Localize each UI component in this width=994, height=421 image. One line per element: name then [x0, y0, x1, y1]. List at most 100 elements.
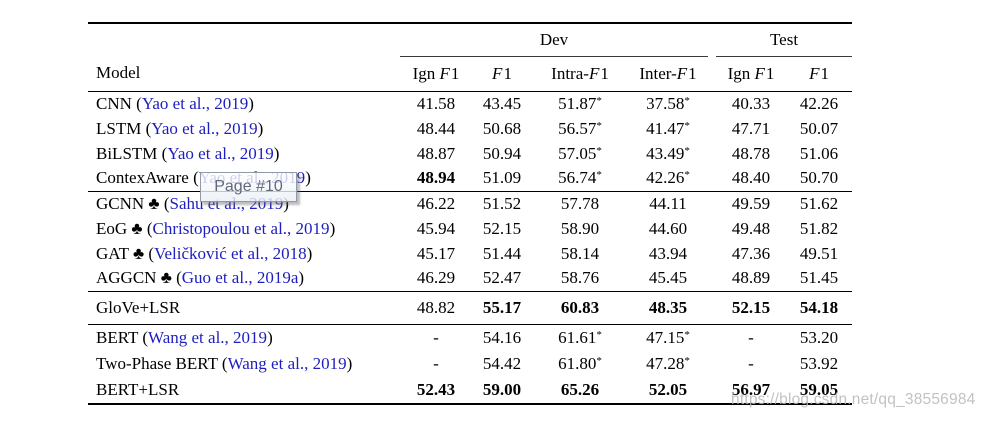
column-gap [708, 91, 716, 116]
cell-test-ign-f1: 48.40 [731, 168, 771, 188]
cell-dev-intra-f1: 61.80* [558, 353, 602, 373]
page-number-tooltip: Page #10 [200, 172, 297, 202]
citation-link[interactable]: Wang et al., 2019 [148, 327, 268, 347]
f1-symbol: F [754, 63, 765, 83]
cell-dev-ign-f1: 41.58 [416, 93, 456, 113]
significance-asterisk: * [596, 144, 602, 157]
model-cell: BERT+LSR [88, 377, 400, 404]
column-gap [708, 323, 717, 351]
header-dev: Dev [400, 23, 709, 57]
model-cell: BiLSTM (Yao et al., 2019) [88, 141, 400, 166]
significance-asterisk: * [596, 119, 602, 132]
table-row-bert-lsr: BERT+LSR 52.43 59.00 65.26 52.05 56.97 5… [88, 377, 852, 404]
cell-dev-inter-f1: 42.26* [646, 168, 690, 188]
significance-asterisk: * [596, 169, 602, 182]
citation-link[interactable]: Yao et al., 2019 [151, 118, 258, 138]
citation-link[interactable]: Wang et al., 2019 [227, 353, 347, 373]
cell-dev-f1: 54.16 [472, 323, 532, 351]
cell-dev-intra-f1: 58.76 [560, 268, 600, 288]
table-row-glove-lsr: GloVe+LSR 48.82 55.17 60.83 48.35 52.15 … [88, 290, 853, 324]
cell-dev-intra-f1: 58.90 [560, 218, 600, 238]
model-name: BiLSTM ( [96, 143, 168, 163]
f1-symbol: F [588, 63, 600, 83]
f1-symbol: F [439, 63, 450, 83]
column-gap [708, 290, 717, 324]
model-name: EoG ♣ ( [96, 218, 153, 238]
citation-link[interactable]: Christopoulou et al., 2019 [152, 218, 330, 238]
significance-asterisk: * [684, 144, 690, 157]
cell-test-f1: 49.51 [799, 243, 839, 263]
table-row-two-phase-bert: Two-Phase BERT (Wang et al., 2019) - 54.… [88, 351, 852, 378]
cell-test-ign-f1: 56.97 [731, 379, 771, 399]
cell-test-ign-f1: 47.36 [731, 243, 771, 263]
table-row-gat: GAT ♣ (Veličković et al., 2018) 45.17 51… [88, 241, 852, 266]
citation-link[interactable]: Yao et al., 2019 [141, 93, 249, 113]
column-gap [708, 266, 716, 291]
results-table: Dev Test Model Ign F1 F1 Intra-F1 Inter-… [88, 22, 853, 405]
model-name-close: ) [267, 327, 273, 347]
cell-dev-f1: 50.94 [482, 143, 522, 163]
significance-asterisk: * [684, 94, 690, 107]
cell-dev-ign-f1: - [433, 353, 439, 373]
cell-dev-f1: 50.68 [482, 118, 522, 138]
cell-dev-ign-f1: 45.94 [416, 218, 456, 238]
cell-dev-ign-f1: 48.44 [416, 118, 456, 138]
model-name-close: ) [298, 268, 305, 288]
col-header-dev-ign-f1: Ign F1 [400, 56, 472, 92]
significance-asterisk: * [684, 354, 690, 367]
column-gap [708, 141, 716, 166]
watermark-url: https://blog.csdn.net/qq_38556984 [731, 391, 976, 408]
cell-dev-inter-f1: 43.49* [646, 143, 690, 163]
model-cell: EoG ♣ (Christopoulou et al., 2019) [88, 216, 400, 241]
cell-dev-f1: 52.15 [482, 218, 522, 238]
table-row-aggcn: AGGCN ♣ (Guo et al., 2019a) 46.29 52.47 … [88, 266, 852, 291]
col-header-test-ign-f1: Ign F1 [716, 56, 787, 92]
column-gap [708, 190, 717, 216]
citation-link[interactable]: Yao et al., 2019 [167, 143, 274, 163]
cell-dev-ign-f1: 48.94 [416, 168, 456, 188]
table-row-gcnn: GCNN ♣ (Sahu et al., 2019) 46.22 51.52 5… [88, 190, 853, 216]
col-header-model: Model [88, 56, 400, 92]
cell-test-f1: 51.82 [799, 218, 839, 238]
citation-link[interactable]: Veličković et al., 2018 [154, 243, 307, 263]
cell-test-ign-f1: - [748, 353, 754, 373]
model-cell: GAT ♣ (Veličković et al., 2018) [88, 241, 400, 266]
cell-test-ign-f1: 52.15 [716, 290, 787, 324]
group-glove-lsr: GloVe+LSR 48.82 55.17 60.83 48.35 52.15 … [88, 290, 853, 324]
cell-dev-ign-f1: 45.17 [416, 243, 456, 263]
cell-dev-f1: 51.09 [482, 168, 522, 188]
f1-symbol: F [676, 63, 688, 83]
group-bert-models: BERT (Wang et al., 2019) - 54.16 61.61* … [88, 323, 853, 404]
column-gap [708, 23, 716, 56]
cell-dev-intra-f1: 56.57* [558, 118, 602, 138]
cell-dev-inter-f1: 37.58* [646, 93, 690, 113]
cell-test-f1: 53.92 [799, 353, 839, 373]
table-row-lstm: LSTM (Yao et al., 2019) 48.44 50.68 56.5… [88, 116, 852, 141]
column-gap [708, 166, 716, 191]
model-name: Two-Phase BERT ( [96, 353, 228, 373]
column-gap [708, 56, 717, 92]
model-cell: CNN (Yao et al., 2019) [88, 91, 400, 116]
citation-link[interactable]: Guo et al., 2019a [181, 268, 299, 288]
f1-symbol: F [492, 63, 503, 83]
model-name: GCNN ♣ ( [96, 193, 170, 213]
model-name: AGGCN ♣ ( [96, 268, 182, 288]
model-name-close: ) [305, 168, 311, 188]
model-cell: GloVe+LSR [88, 290, 400, 324]
page-number-tooltip-text: Page #10 [214, 178, 283, 195]
cell-dev-inter-f1: 48.35 [628, 290, 709, 324]
model-name: CNN ( [96, 93, 142, 113]
metric-header-row: Model Ign F1 F1 Intra-F1 Inter-F1 Ign F1… [88, 56, 853, 92]
cell-test-ign-f1: 48.78 [731, 143, 771, 163]
column-gap [708, 377, 716, 404]
empty-header-cell [88, 23, 400, 56]
cell-test-f1: 59.05 [799, 379, 839, 399]
table-row-eog: EoG ♣ (Christopoulou et al., 2019) 45.94… [88, 216, 852, 241]
cell-dev-f1: 54.42 [482, 353, 522, 373]
cell-dev-f1: 55.17 [472, 290, 532, 324]
model-name: BERT+LSR [96, 379, 180, 399]
header-test: Test [716, 23, 853, 57]
significance-asterisk: * [596, 354, 602, 367]
model-name-close: ) [248, 93, 254, 113]
model-name-close: ) [273, 143, 280, 163]
